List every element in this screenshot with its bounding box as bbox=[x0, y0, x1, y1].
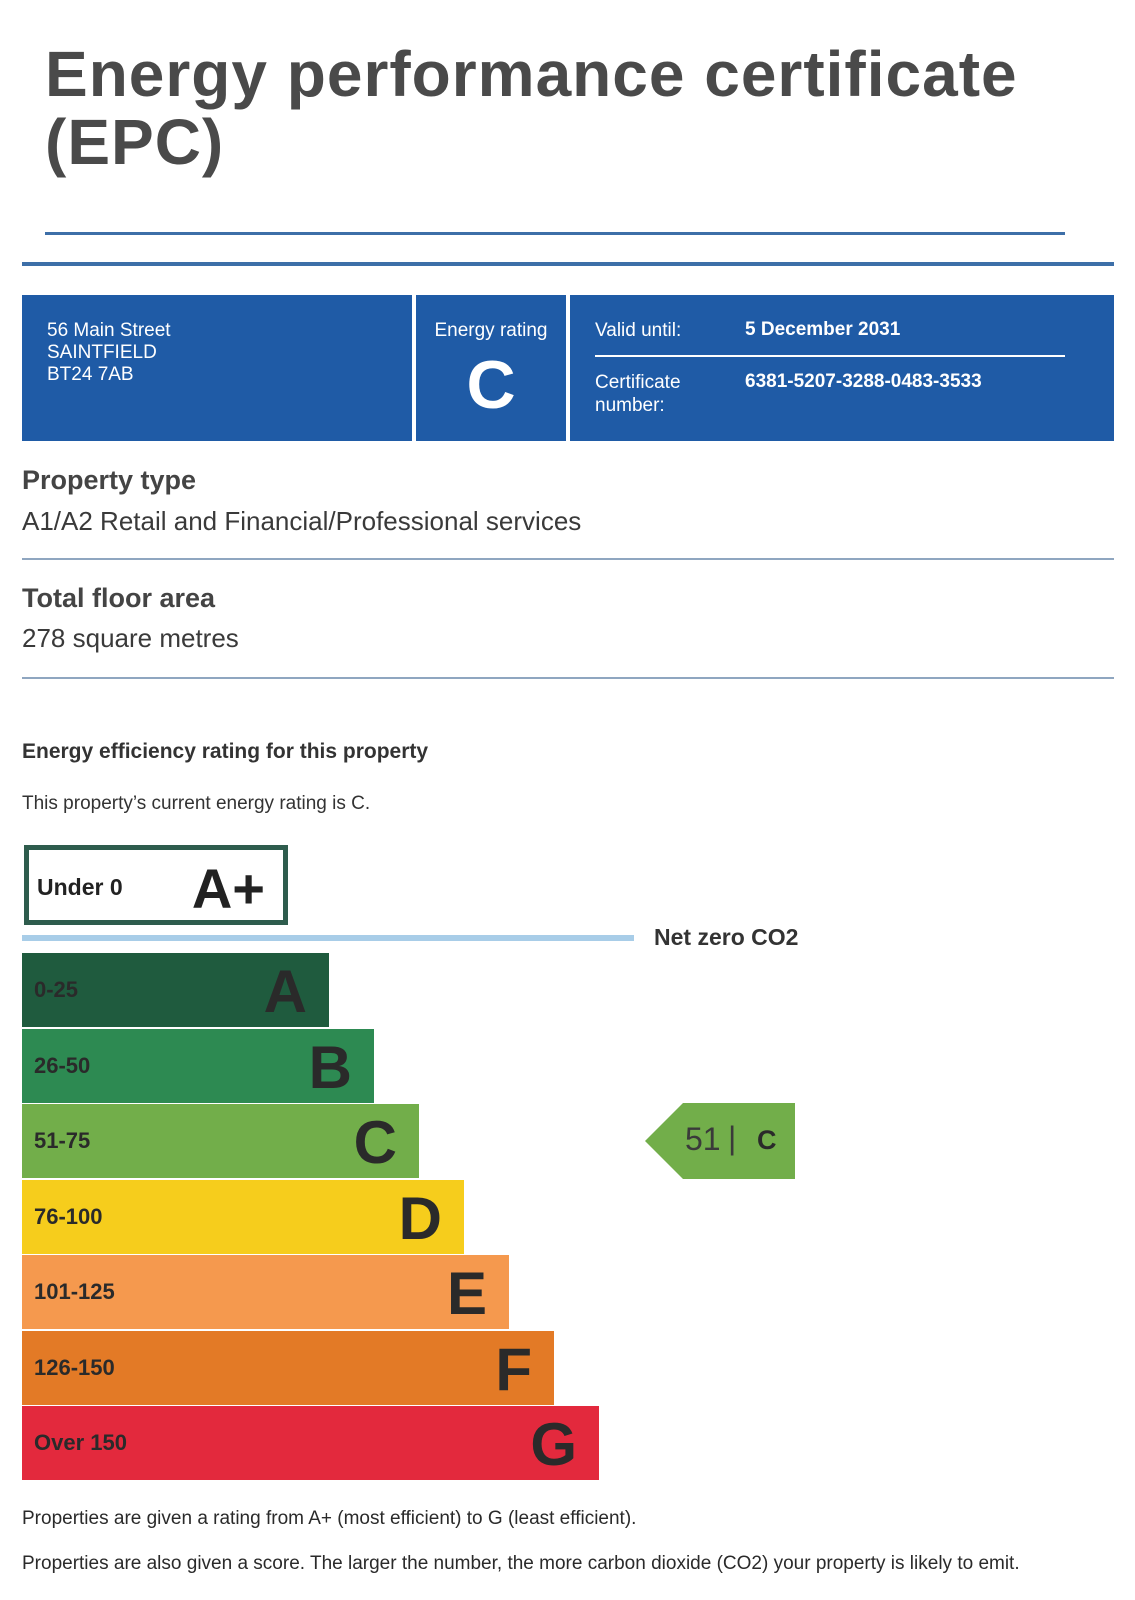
pointer-arrow-shape bbox=[645, 1103, 795, 1179]
band-letter: D bbox=[398, 1184, 442, 1252]
energy-rating-block: Energy rating C bbox=[416, 295, 566, 441]
net-zero-line bbox=[22, 935, 634, 941]
energy-rating-value: C bbox=[466, 347, 516, 423]
rating-band-g: Over 150 G bbox=[22, 1406, 599, 1480]
page-title: Energy performance certificate (EPC) bbox=[45, 38, 1018, 178]
certificate-divider bbox=[595, 355, 1065, 357]
address-line-1: 56 Main Street bbox=[47, 320, 171, 341]
section-divider bbox=[22, 677, 1114, 679]
title-divider bbox=[45, 232, 1065, 235]
footer-line-1: Properties are given a rating from A+ (m… bbox=[22, 1508, 637, 1529]
energy-rating-label: Energy rating bbox=[434, 320, 548, 341]
rating-band-d: 76-100 D bbox=[22, 1179, 464, 1254]
rating-band-e: 101-125 E bbox=[22, 1255, 509, 1329]
valid-until-label: Valid until: bbox=[595, 320, 682, 341]
current-letter: C bbox=[757, 1125, 777, 1155]
efficiency-heading: Energy efficiency rating for this proper… bbox=[22, 740, 429, 763]
band-letter: A bbox=[263, 958, 307, 1025]
band-range: 0-25 bbox=[34, 977, 79, 1002]
section-divider bbox=[22, 558, 1114, 560]
band-letter: C bbox=[353, 1109, 397, 1176]
current-score: 51 bbox=[685, 1121, 721, 1157]
footer-line-2: Properties are also given a score. The l… bbox=[22, 1553, 1020, 1574]
band-letter: F bbox=[495, 1335, 532, 1403]
band-range: 126-150 bbox=[34, 1354, 115, 1380]
certificate-number-value: 6381-5207-3288-0483-3533 bbox=[745, 371, 982, 392]
address-line-2: SAINTFIELD bbox=[47, 342, 157, 363]
current-rating-pointer: 51 | C bbox=[645, 1103, 795, 1179]
floor-area-value: 278 square metres bbox=[22, 623, 239, 653]
band-range: 51-75 bbox=[34, 1128, 91, 1153]
property-type-heading: Property type bbox=[22, 465, 197, 495]
aplus-range: Under 0 bbox=[37, 874, 123, 900]
valid-until-value: 5 December 2031 bbox=[745, 319, 901, 340]
rating-band-a: 0-25 A bbox=[22, 953, 329, 1027]
rating-band-f: 126-150 F bbox=[22, 1330, 554, 1405]
band-letter: E bbox=[446, 1260, 487, 1327]
floor-area-heading: Total floor area bbox=[22, 583, 216, 613]
info-bar: 56 Main Street SAINTFIELD BT24 7AB Energ… bbox=[22, 295, 1114, 441]
certificate-block: Valid until: 5 December 2031 Certificate… bbox=[570, 295, 1114, 441]
rating-band-c: 51-75 C bbox=[22, 1104, 419, 1178]
band-letter: G bbox=[530, 1411, 577, 1478]
band-range: 101-125 bbox=[34, 1279, 115, 1304]
band-range: 26-50 bbox=[34, 1052, 91, 1078]
certificate-number-label: Certificate number: bbox=[595, 372, 681, 416]
address-line-3: BT24 7AB bbox=[47, 364, 134, 385]
aplus-letter: A+ bbox=[191, 857, 265, 920]
address-block: 56 Main Street SAINTFIELD BT24 7AB bbox=[22, 295, 412, 441]
band-range: Over 150 bbox=[34, 1430, 127, 1455]
aplus-band: Under 0 A+ bbox=[24, 845, 288, 925]
band-letter: B bbox=[308, 1033, 352, 1101]
header-divider bbox=[22, 262, 1114, 266]
net-zero-label: Net zero CO2 bbox=[654, 924, 799, 950]
property-type-value: A1/A2 Retail and Financial/Professional … bbox=[22, 506, 582, 536]
band-range: 76-100 bbox=[34, 1203, 103, 1229]
current-separator: | bbox=[728, 1120, 737, 1156]
rating-band-b: 26-50 B bbox=[22, 1028, 374, 1103]
efficiency-sentence: This property’s current energy rating is… bbox=[22, 793, 371, 814]
